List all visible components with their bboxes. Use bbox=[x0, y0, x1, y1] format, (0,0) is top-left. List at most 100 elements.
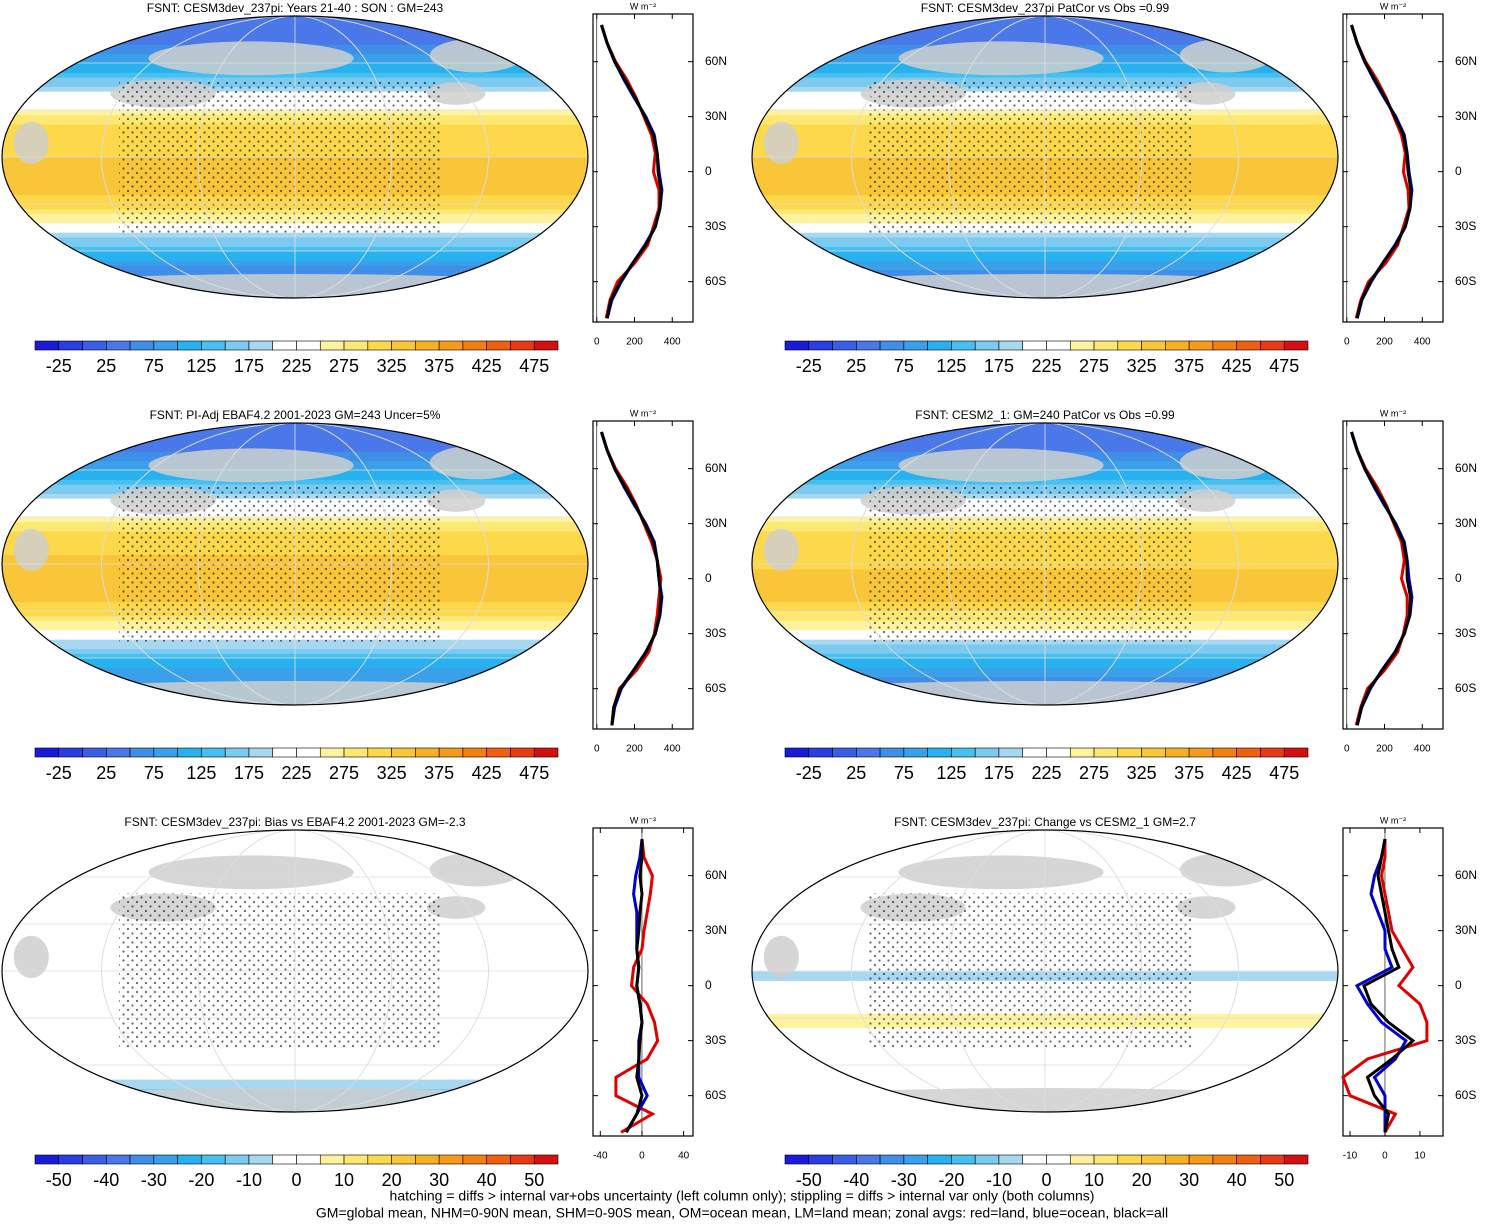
map-band bbox=[750, 251, 1342, 256]
colorbar-label: 225 bbox=[1031, 356, 1061, 376]
map bbox=[750, 16, 1342, 302]
colorbar-box bbox=[83, 341, 107, 350]
colorbar-label: 375 bbox=[424, 356, 454, 376]
colorbar-label: 225 bbox=[281, 356, 311, 376]
colorbar-box bbox=[904, 341, 928, 350]
colorbar-box bbox=[35, 341, 59, 350]
colorbar-box bbox=[880, 748, 904, 757]
colorbar-box bbox=[154, 748, 178, 757]
map-band bbox=[0, 25, 592, 30]
colorbar-box bbox=[951, 341, 975, 350]
colorbar-box bbox=[59, 1155, 83, 1164]
colorbar-box bbox=[510, 748, 534, 757]
colorbar-box bbox=[297, 1155, 321, 1164]
colorbar-label: 225 bbox=[1031, 763, 1061, 783]
x-tick-label: 0 bbox=[1382, 1151, 1388, 1162]
colorbar-box bbox=[510, 1155, 534, 1164]
map-band bbox=[750, 649, 1342, 654]
x-axis-label: W m⁻² bbox=[630, 408, 656, 418]
y-tick-label: 60N bbox=[1455, 54, 1477, 68]
colorbar-label: 425 bbox=[1222, 356, 1252, 376]
colorbar-box bbox=[130, 341, 154, 350]
map-band bbox=[0, 1074, 592, 1079]
map-band bbox=[0, 16, 592, 21]
x-tick-label: 400 bbox=[1414, 744, 1431, 755]
map-title: FSNT: CESM3dev_237pi PatCor vs Obs =0.99 bbox=[921, 1, 1170, 15]
colorbar-label: 475 bbox=[519, 763, 549, 783]
colorbar-box bbox=[344, 341, 368, 350]
colorbar-box bbox=[225, 748, 249, 757]
colorbar-box bbox=[1189, 748, 1213, 757]
colorbar-box bbox=[880, 341, 904, 350]
x-tick-label: 400 bbox=[1414, 337, 1431, 348]
map-band bbox=[0, 1079, 592, 1084]
colorbar-box bbox=[225, 341, 249, 350]
colorbar-box bbox=[1237, 341, 1261, 350]
colorbar-box bbox=[439, 341, 463, 350]
y-tick-label: 60S bbox=[1455, 681, 1476, 695]
colorbar-box bbox=[928, 1155, 952, 1164]
x-tick-label: 0 bbox=[1344, 337, 1350, 348]
colorbar-box bbox=[344, 1155, 368, 1164]
colorbar-box bbox=[534, 748, 558, 757]
colorbar-box bbox=[273, 341, 297, 350]
x-tick-label: 400 bbox=[664, 337, 681, 348]
land bbox=[149, 448, 354, 482]
y-tick-label: 60N bbox=[1455, 868, 1477, 882]
colorbar-box bbox=[1142, 1155, 1166, 1164]
colorbar-box bbox=[463, 341, 487, 350]
colorbar-box bbox=[833, 341, 857, 350]
colorbar-label: -40 bbox=[93, 1170, 119, 1190]
map-band bbox=[750, 644, 1342, 649]
map-band bbox=[0, 658, 592, 663]
plot-frame bbox=[1343, 828, 1443, 1136]
colorbar-box bbox=[83, 748, 107, 757]
colorbar-box bbox=[856, 1155, 880, 1164]
colorbar-box bbox=[1047, 1155, 1071, 1164]
colorbar-box bbox=[1165, 748, 1189, 757]
colorbar-label: 25 bbox=[96, 356, 116, 376]
x-tick-label: 10 bbox=[1414, 1151, 1426, 1162]
colorbar-box bbox=[130, 748, 154, 757]
colorbar-box bbox=[1237, 1155, 1261, 1164]
colorbar-label: 175 bbox=[984, 763, 1014, 783]
map-band bbox=[0, 1065, 592, 1070]
colorbar-box bbox=[1165, 341, 1189, 350]
map-band bbox=[0, 1056, 592, 1061]
colorbar-box bbox=[487, 1155, 511, 1164]
colorbar-box bbox=[1260, 341, 1284, 350]
colorbar-box bbox=[106, 748, 130, 757]
colorbar-box bbox=[1023, 341, 1047, 350]
colorbar-label: 25 bbox=[96, 763, 116, 783]
colorbar-label: -40 bbox=[843, 1170, 869, 1190]
plot-frame bbox=[1343, 421, 1443, 729]
colorbar-box bbox=[35, 1155, 59, 1164]
colorbar-box bbox=[1023, 1155, 1047, 1164]
map-band bbox=[750, 432, 1342, 437]
map-band bbox=[0, 251, 592, 256]
x-tick-label: -40 bbox=[593, 1151, 608, 1162]
colorbar-box bbox=[1237, 748, 1261, 757]
colorbar-box bbox=[392, 1155, 416, 1164]
y-tick-label: 60N bbox=[705, 461, 727, 475]
colorbar-box bbox=[130, 1155, 154, 1164]
colorbar-box bbox=[320, 1155, 344, 1164]
colorbar-label: 225 bbox=[281, 763, 311, 783]
colorbar-box bbox=[999, 341, 1023, 350]
map-band bbox=[750, 428, 1342, 433]
colorbar-label: 325 bbox=[1127, 356, 1157, 376]
colorbar-label: 275 bbox=[1079, 356, 1109, 376]
colorbar-label: -50 bbox=[796, 1170, 822, 1190]
map-band bbox=[750, 672, 1342, 677]
map-band bbox=[750, 437, 1342, 442]
map-band bbox=[750, 35, 1342, 40]
map-band bbox=[750, 265, 1342, 270]
map bbox=[0, 16, 592, 302]
colorbar-box bbox=[59, 748, 83, 757]
colorbar-box bbox=[59, 341, 83, 350]
colorbar-box bbox=[809, 341, 833, 350]
y-tick-label: 30S bbox=[1455, 1033, 1476, 1047]
colorbar-box bbox=[1118, 748, 1142, 757]
map-band bbox=[750, 1065, 1342, 1070]
